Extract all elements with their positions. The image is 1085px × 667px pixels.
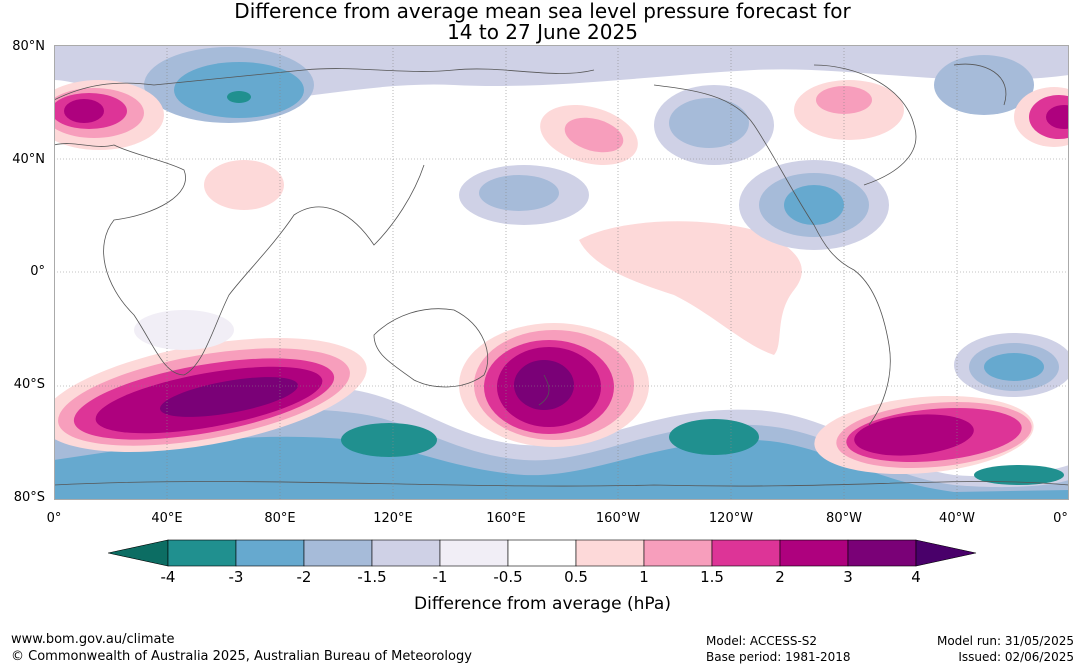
colorbar-tick-label: 2 <box>775 568 785 586</box>
colorbar-segment <box>167 539 237 567</box>
colorbar-title: Difference from average (hPa) <box>414 594 671 614</box>
lat-label-0: 0° <box>30 264 45 279</box>
lon-label-120w: 120°W <box>708 511 754 526</box>
map-area <box>54 45 1069 500</box>
lat-label-80s: 80°S <box>13 490 45 505</box>
africa-positive-anomaly <box>204 160 284 210</box>
graticule <box>54 45 1069 500</box>
lon-label-160e: 160°E <box>486 511 526 526</box>
colorbar-tick-label: -1.5 <box>357 568 387 586</box>
colorbar-segment <box>575 539 645 567</box>
lon-label-80e: 80°E <box>264 511 296 526</box>
colorbar-tick-label: 0.5 <box>564 568 588 586</box>
colorbar-tick-label: -2 <box>296 568 312 586</box>
south-africa-negative-anomaly <box>134 310 234 350</box>
lon-label-160w: 160°W <box>595 511 641 526</box>
nw-pacific-positive-anomaly <box>540 105 638 165</box>
map-title-line1: Difference from average mean sea level p… <box>234 0 851 23</box>
south-indian-positive-anomaly <box>54 338 367 452</box>
lon-label-40e: 40°E <box>151 511 183 526</box>
lat-label-40s: 40°S <box>13 377 45 392</box>
colorbar-tick-label: 4 <box>911 568 921 586</box>
north-pacific-negative-anomaly <box>459 85 774 225</box>
colorbar-tick-label: -1 <box>432 568 448 586</box>
colorbar-tick-label: -0.5 <box>493 568 523 586</box>
footer-model-run: Model run: 31/05/2025 <box>936 634 1074 648</box>
colorbar-segment <box>439 539 509 567</box>
coastlines <box>54 63 1069 487</box>
colorbar-segment <box>371 539 441 567</box>
colorbar-extend-high <box>915 539 977 567</box>
pressure-anomaly-map <box>54 45 1069 500</box>
colorbar-segment <box>779 539 849 567</box>
lon-label-0: 0° <box>46 511 62 526</box>
colorbar-tick-label: -4 <box>160 568 176 586</box>
lon-label-0-east: 0° <box>1053 511 1068 526</box>
colorbar-tick-label: 1 <box>639 568 649 586</box>
central-pacific-positive-anomaly <box>579 221 802 355</box>
arctic-negative-anomaly <box>54 45 1069 123</box>
footer-issued: Issued: 02/06/2025 <box>958 650 1074 664</box>
colorbar-segment <box>847 539 917 567</box>
footer-copyright: © Commonwealth of Australia 2025, Austra… <box>11 649 472 664</box>
colorbar-segment <box>711 539 781 567</box>
colorbar-segment <box>235 539 305 567</box>
colorbar-tick-label: -3 <box>228 568 244 586</box>
lon-label-120e: 120°E <box>373 511 413 526</box>
map-title-line2: 14 to 27 June 2025 <box>447 20 638 44</box>
colorbar-tick-label: 1.5 <box>700 568 724 586</box>
lon-label-40w: 40°W <box>939 511 975 526</box>
lat-label-80n: 80°N <box>12 39 45 54</box>
tasman-positive-anomaly <box>459 323 649 447</box>
colorbar-segment <box>303 539 373 567</box>
colorbar-tick-label: 3 <box>843 568 853 586</box>
europe-positive-anomaly <box>54 80 1069 150</box>
north-america-anomalies <box>739 80 904 250</box>
lat-label-40n: 40°N <box>12 152 45 167</box>
footer-url: www.bom.gov.au/climate <box>11 632 175 647</box>
south-atlantic-negative-anomaly <box>954 333 1069 397</box>
colorbar-extend-low <box>108 539 169 567</box>
footer-model: Model: ACCESS-S2 <box>706 634 818 648</box>
colorbar <box>108 539 977 567</box>
colorbar-segment <box>507 539 577 567</box>
footer-base-period: Base period: 1981-2018 <box>706 650 851 664</box>
colorbar-segment <box>643 539 713 567</box>
south-america-positive-anomaly <box>814 395 1034 475</box>
lon-label-80w: 80°W <box>826 511 862 526</box>
